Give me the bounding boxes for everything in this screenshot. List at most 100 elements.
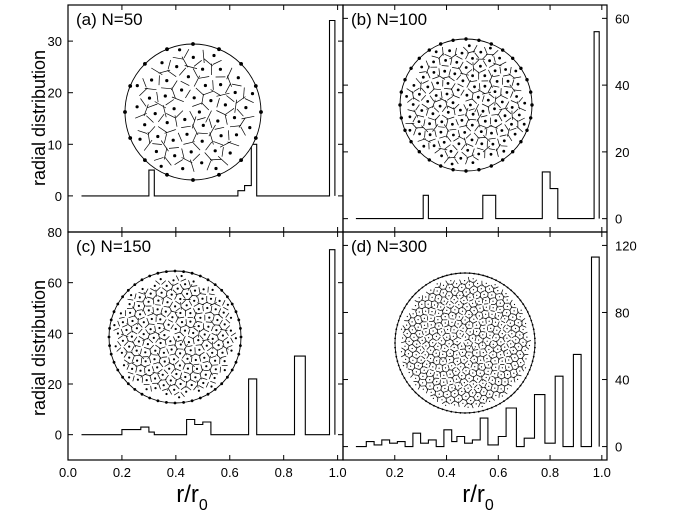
inset-cell-edge: [459, 348, 465, 350]
inset-edge-point: [525, 128, 529, 132]
inset-cell-edge: [460, 382, 463, 387]
inset-cell-edge: [489, 345, 493, 349]
inset-cell-edge: [463, 137, 468, 147]
inset-cell-edge: [459, 329, 464, 333]
inset-cell-edge: [163, 305, 170, 308]
inset-cell-edge: [516, 125, 524, 133]
inset-point: [125, 328, 128, 332]
inset-cell-edge: [210, 325, 214, 332]
y-tick-label: 20: [48, 86, 62, 101]
inset-cell-edge: [150, 385, 152, 392]
inset-edge-point: [409, 66, 413, 71]
inset-point: [432, 60, 435, 64]
inset-edge-point: [190, 271, 194, 275]
inset-cell-edge: [214, 297, 217, 303]
inset-cell-edge: [503, 86, 512, 88]
y-tick-label: 0: [615, 440, 622, 455]
inset-cell-edge: [211, 332, 218, 337]
inset-point: [402, 337, 404, 339]
inset-cell-edge: [147, 313, 154, 317]
inset-point: [457, 323, 459, 325]
inset-point: [213, 149, 217, 153]
inset-cell-edge: [146, 115, 154, 123]
inset-cell-edge: [214, 303, 221, 307]
inset-point: [414, 305, 417, 307]
inset-point: [474, 366, 476, 368]
inset-cell-edge: [441, 309, 444, 315]
inset-cell-edge: [444, 292, 448, 297]
inset-point: [479, 50, 483, 54]
inset-point: [493, 69, 497, 73]
inset-point: [473, 310, 475, 312]
inset-point: [453, 299, 455, 301]
inset-point: [501, 395, 503, 397]
inset-cell-edge: [478, 369, 483, 371]
inset-cell-edge: [488, 148, 496, 151]
inset-point: [488, 320, 490, 322]
inset-point: [153, 112, 157, 116]
inset-point: [234, 337, 237, 340]
inset-cell-edge: [520, 318, 526, 323]
inset-cell-edge: [459, 358, 462, 363]
inset-point: [178, 396, 181, 399]
inset-cell-edge: [455, 329, 459, 334]
inset-cell-edge: [488, 340, 492, 345]
inset-cell-edge: [500, 289, 504, 295]
inset-edge-point: [156, 271, 160, 275]
x-axis-label-right-sub: 0: [485, 497, 494, 514]
inset-cell-edge: [473, 291, 478, 294]
inset-cell-edge: [464, 324, 468, 329]
inset-cell-edge: [469, 384, 473, 389]
inset-point: [141, 287, 144, 291]
inset-cell-edge: [427, 117, 435, 121]
inset-edge-point: [394, 337, 396, 340]
inset-cell-edge: [468, 316, 471, 323]
inset-cell-edge: [509, 299, 513, 305]
inset-cell-edge: [218, 324, 223, 331]
inset-point: [192, 331, 195, 335]
inset-cell-edge: [401, 340, 407, 344]
inset-cell-edge: [405, 360, 411, 365]
inset-cell-edge: [460, 89, 465, 96]
inset-point: [411, 321, 413, 323]
inset-cell-edge: [442, 332, 447, 337]
inset-edge-point: [411, 388, 414, 391]
inset-point: [437, 298, 439, 300]
inset-edge-point: [234, 310, 238, 314]
inset-cell-edge: [180, 392, 185, 398]
inset-cell-edge: [455, 314, 457, 319]
inset-point: [472, 392, 474, 394]
inset-cell-edge: [212, 59, 222, 65]
inset-cell-edge: [497, 321, 500, 326]
inset-cell-edge: [425, 372, 429, 378]
inset-cell-edge: [509, 303, 512, 308]
inset-point: [138, 137, 142, 141]
inset-cell-edge: [454, 384, 457, 390]
inset-point: [517, 378, 519, 380]
inset-cell-edge: [181, 148, 185, 160]
inset-cell-edge: [426, 354, 430, 359]
inset-cell-edge: [419, 320, 424, 325]
inset-point: [454, 309, 456, 311]
inset-point: [470, 399, 472, 402]
inset-cell-edge: [511, 335, 516, 339]
inset-point: [495, 394, 497, 397]
inset-cell-edge: [487, 106, 490, 114]
inset-cell-edge: [117, 335, 123, 340]
inset-cell-edge: [421, 355, 426, 360]
inset-edge-point: [534, 342, 536, 344]
inset-point: [468, 377, 470, 379]
inset-cell-edge: [476, 374, 481, 378]
inset-cell-edge: [144, 323, 150, 329]
inset-cell-edge: [452, 67, 460, 70]
inset-cell-edge: [465, 296, 469, 301]
inset-point: [467, 387, 469, 389]
inset-cell-edge: [437, 355, 442, 360]
inset-cell-edge: [490, 396, 495, 401]
inset-point: [465, 93, 469, 97]
inset-point: [425, 296, 427, 298]
inset-cell-edge: [492, 391, 498, 393]
inset-edge-point: [524, 377, 527, 379]
inset-edge-point: [408, 384, 411, 387]
inset-point: [407, 353, 410, 355]
